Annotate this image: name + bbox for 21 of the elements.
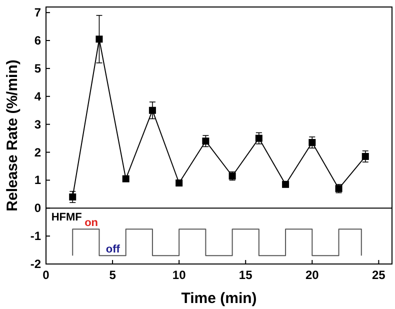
y-axis-title: Release Rate (%/min)	[4, 60, 21, 212]
y-tick-label: 7	[34, 6, 42, 20]
y-tick-label: 0	[34, 201, 42, 216]
x-axis-title: Time (min)	[181, 290, 257, 307]
y-tick-label: 6	[34, 34, 42, 48]
x-tick-label: 15	[238, 268, 253, 282]
annotation: off	[106, 244, 120, 256]
x-tick-label: 20	[305, 268, 320, 282]
y-tick-label: 1	[34, 173, 42, 188]
x-tick-label: 5	[109, 268, 116, 282]
x-tick-label: 10	[172, 268, 186, 282]
y-tick-label: -2	[30, 257, 42, 271]
y-tick-label: 5	[34, 61, 42, 76]
y-tick-label: 3	[34, 117, 42, 132]
annotation: on	[84, 217, 98, 230]
x-tick-label: 25	[372, 268, 386, 282]
y-tick-label: 2	[34, 145, 42, 160]
y-tick-label: 4	[34, 89, 42, 104]
x-tick-label: 0	[42, 268, 50, 282]
annotation: HFMF	[51, 212, 82, 224]
y-tick-label: -1	[30, 229, 42, 244]
